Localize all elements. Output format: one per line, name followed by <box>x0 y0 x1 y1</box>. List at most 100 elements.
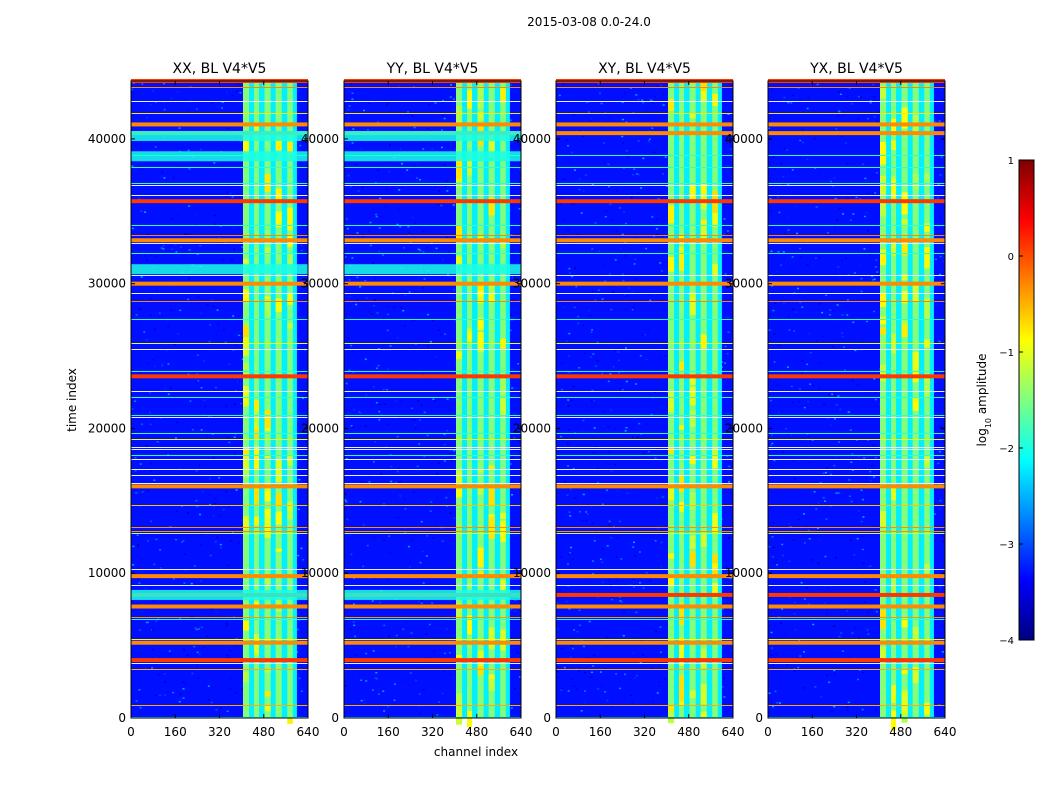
noise-pixel <box>725 596 728 599</box>
noise-pixel <box>226 195 229 197</box>
noise-pixel <box>187 149 190 152</box>
time-line <box>556 569 733 570</box>
noise-pixel <box>635 173 638 175</box>
time-line <box>344 235 521 236</box>
noise-pixel <box>226 624 229 627</box>
noise-pixel <box>374 677 377 679</box>
noise-pixel <box>572 647 575 650</box>
noise-pixel <box>571 218 574 220</box>
noise-pixel <box>380 413 383 416</box>
noise-pixel <box>231 679 234 682</box>
noise-pixel <box>660 541 663 544</box>
rfi-block <box>880 647 887 664</box>
noise-pixel <box>199 544 202 546</box>
noise-pixel <box>301 472 304 475</box>
noise-pixel <box>513 276 516 279</box>
time-line <box>131 253 308 254</box>
rfi-block <box>901 324 908 338</box>
noise-pixel <box>801 360 804 362</box>
noise-pixel <box>857 455 860 457</box>
time-line <box>768 585 945 586</box>
noise-pixel <box>144 393 147 395</box>
noise-pixel <box>404 531 407 534</box>
time-line <box>344 617 521 618</box>
noise-pixel <box>632 305 635 308</box>
noise-pixel <box>163 108 166 111</box>
noise-pixel <box>376 121 379 123</box>
noise-pixel <box>396 435 399 438</box>
noise-pixel <box>851 453 854 455</box>
time-line <box>344 253 521 254</box>
noise-pixel <box>584 701 587 704</box>
panel-yx: YX, BL V4*V50 160 320 480 640010000200003000… <box>725 61 957 739</box>
noise-pixel <box>768 692 771 694</box>
rfi-block <box>712 513 718 533</box>
noise-pixel <box>809 351 812 354</box>
rfi-block <box>668 392 675 413</box>
noise-pixel <box>418 443 421 445</box>
noise-pixel <box>208 493 211 496</box>
noise-pixel <box>354 653 357 656</box>
noise-pixel <box>446 429 449 432</box>
rfi-block <box>243 449 250 455</box>
noise-pixel <box>196 651 199 654</box>
noise-pixel <box>624 347 627 349</box>
noise-pixel <box>664 156 667 158</box>
colorbar-label-subscript: 10 <box>984 418 993 428</box>
noise-pixel <box>403 365 406 367</box>
noise-pixel <box>436 110 439 112</box>
noise-pixel <box>349 82 352 85</box>
noise-pixel <box>509 84 512 86</box>
rfi-block <box>891 118 897 135</box>
noise-pixel <box>816 527 819 529</box>
noise-pixel <box>182 681 185 683</box>
noise-pixel <box>836 219 839 222</box>
noise-pixel <box>608 273 611 275</box>
noise-pixel <box>162 248 165 250</box>
time-line <box>556 459 733 460</box>
noise-pixel <box>834 226 837 228</box>
y-tick-label: 30000 <box>301 277 339 291</box>
noise-pixel <box>431 602 434 604</box>
noise-pixel <box>655 497 658 500</box>
noise-pixel <box>591 248 594 250</box>
rfi-block <box>477 86 484 109</box>
noise-pixel <box>798 703 801 705</box>
noise-pixel <box>141 559 144 561</box>
noise-pixel <box>572 468 575 470</box>
noise-pixel <box>510 233 513 236</box>
x-tick-label: 320 <box>633 725 656 739</box>
time-line <box>344 293 521 294</box>
noise-pixel <box>874 266 877 268</box>
time-line <box>768 293 945 294</box>
noise-pixel <box>132 564 135 566</box>
noise-pixel <box>368 102 371 105</box>
strong-rfi-line <box>768 484 945 489</box>
noise-pixel <box>560 556 563 558</box>
noise-pixel <box>843 369 846 371</box>
noise-pixel <box>859 198 862 200</box>
noise-pixel <box>788 329 791 331</box>
noise-pixel <box>867 633 870 635</box>
noise-pixel <box>601 298 604 300</box>
noise-pixel <box>860 277 863 280</box>
noise-pixel <box>632 580 635 583</box>
noise-pixel <box>792 538 795 541</box>
noise-pixel <box>145 445 148 447</box>
time-line <box>556 253 733 254</box>
noise-pixel <box>420 428 423 430</box>
y-tick-label: 0 <box>755 711 763 725</box>
noise-pixel <box>780 299 783 302</box>
noise-pixel <box>645 358 648 361</box>
noise-pixel <box>787 184 790 186</box>
noise-pixel <box>371 675 374 677</box>
x-tick-label: 320 <box>421 725 444 739</box>
noise-pixel <box>637 427 640 429</box>
rfi-block <box>488 674 495 683</box>
time-line <box>768 185 945 186</box>
noise-pixel <box>601 548 604 550</box>
noise-pixel <box>807 400 810 403</box>
noise-pixel <box>617 359 620 362</box>
noise-pixel <box>772 664 775 667</box>
rfi-block <box>477 490 484 495</box>
